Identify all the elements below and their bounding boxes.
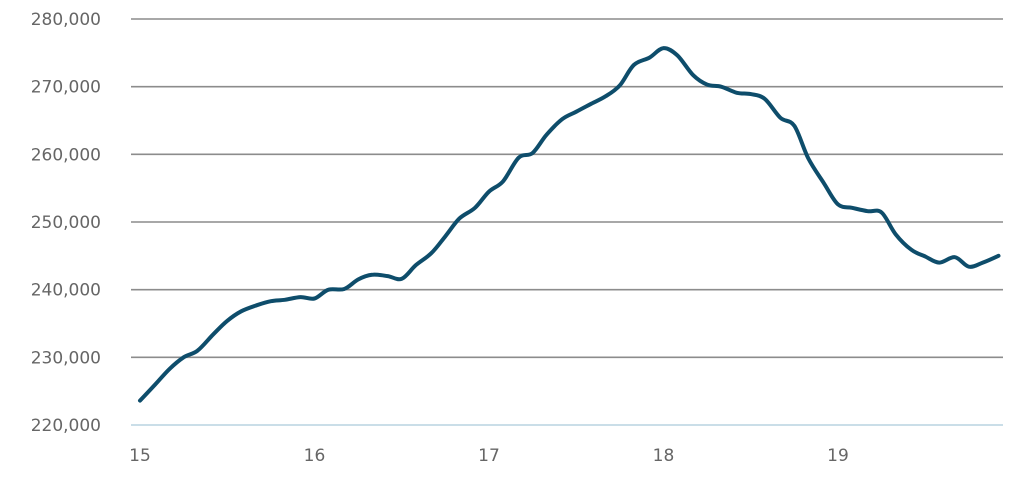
y-axis-tick-labels: 220,000 230,000 240,000 250,000 260,000 270,0…: [31, 10, 101, 436]
x-tick-label: 19: [827, 446, 849, 466]
y-tick-label: 260,000: [31, 145, 101, 165]
y-tick-label: 270,000: [31, 78, 101, 98]
x-axis-tick-labels: 15 16 17 18 19: [129, 446, 849, 466]
y-tick-label: 280,000: [31, 10, 101, 30]
y-tick-label: 220,000: [31, 416, 101, 436]
y-tick-label: 250,000: [31, 213, 101, 233]
y-tick-label: 230,000: [31, 348, 101, 368]
y-tick-label: 240,000: [31, 281, 101, 301]
x-tick-label: 18: [653, 446, 675, 466]
series-layer: [138, 46, 1001, 403]
x-tick-label: 15: [129, 446, 151, 466]
x-tick-label: 16: [304, 446, 326, 466]
x-tick-label: 17: [478, 446, 500, 466]
series-line: [138, 46, 1001, 403]
gridlines: [131, 18, 1003, 426]
